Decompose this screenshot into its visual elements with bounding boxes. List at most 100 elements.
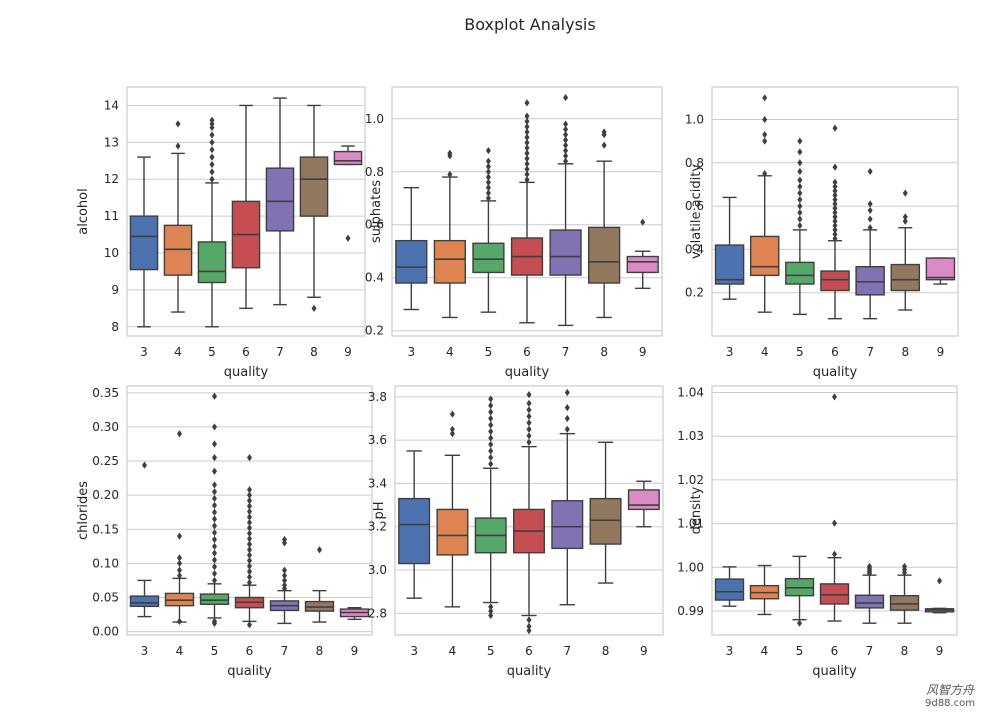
outlier-point	[209, 120, 215, 128]
box-body	[889, 594, 920, 611]
outlier-point	[526, 399, 532, 407]
outlier-point	[563, 125, 569, 133]
outlier-point	[524, 128, 530, 136]
outlier-point	[211, 508, 218, 516]
x-tick-label: 8	[901, 345, 909, 359]
x-tick-label: 9	[344, 345, 352, 359]
y-tick-label: 3.2	[368, 520, 387, 534]
outlier-point	[524, 154, 530, 163]
outlier-point	[762, 94, 768, 102]
outlier-point	[524, 176, 530, 184]
x-tick-label: 9	[937, 345, 945, 359]
outlier-point	[246, 513, 253, 521]
box-body	[714, 578, 745, 601]
outlier-point	[526, 438, 532, 446]
x-tick-label: 8	[901, 644, 909, 658]
y-tick-label: 0.8	[365, 165, 384, 179]
outlier-point	[832, 124, 838, 132]
box-body	[820, 270, 850, 292]
outlier-point	[281, 535, 288, 544]
outlier-point	[281, 566, 288, 574]
box-body	[749, 235, 780, 277]
outlier-point	[601, 128, 607, 136]
x-axis-label: quality	[505, 365, 550, 380]
outlier-point	[524, 165, 530, 173]
box-body	[714, 244, 745, 285]
y-tick-label: 1.03	[677, 429, 704, 443]
outlier-point	[176, 617, 183, 625]
outlier-point	[209, 153, 215, 161]
x-tick-label: 8	[316, 644, 324, 658]
y-tick-label: 0.10	[92, 556, 119, 570]
outlier-point	[832, 217, 838, 225]
outlier-point	[211, 440, 218, 448]
box-body	[819, 583, 850, 605]
outlier-point	[209, 168, 215, 176]
outlier-point	[246, 535, 253, 543]
x-tick-label: 6	[525, 644, 533, 658]
outlier-point	[246, 567, 253, 576]
subplot-chlorides: 0.00 0.05 0.10 0.15 0.20 0.25 0.30 0.35 3 4 5 6 7 8 9 q…	[76, 385, 373, 679]
outlier-point	[832, 191, 838, 199]
outlier-point	[246, 507, 253, 516]
outlier-point	[246, 621, 253, 629]
outlier-point	[176, 566, 183, 574]
outlier-point	[832, 230, 838, 238]
outlier-point	[485, 194, 491, 202]
outlier-point	[524, 99, 530, 107]
outlier-point	[488, 460, 494, 468]
x-tick-label: 4	[761, 345, 769, 359]
box-9	[925, 257, 956, 285]
y-tick-label: 13	[104, 135, 119, 149]
outlier-point	[832, 178, 838, 186]
box-7	[265, 97, 295, 306]
x-tick-label: 6	[523, 345, 531, 359]
box-7	[551, 388, 584, 606]
box-4	[749, 564, 780, 616]
outlier-point	[563, 120, 569, 128]
y-tick-label: 1.04	[677, 386, 704, 400]
outlier-point	[209, 131, 215, 139]
outlier-point	[832, 234, 838, 243]
outlier-point	[564, 404, 570, 412]
y-tick-label: 0.4	[685, 242, 704, 256]
outlier-point	[176, 554, 183, 562]
outlier-point	[832, 187, 838, 195]
outlier-point	[564, 414, 570, 423]
outlier-point	[246, 540, 253, 548]
y-tick-label: 0.4	[365, 271, 384, 285]
outlier-point	[246, 486, 253, 494]
box-body	[626, 255, 659, 274]
box-body	[395, 239, 428, 284]
box-8	[589, 441, 622, 584]
box-9	[626, 218, 659, 290]
box-7	[855, 167, 885, 320]
x-tick-label: 3	[410, 644, 418, 658]
outlier-point	[211, 529, 218, 537]
outlier-point	[524, 170, 530, 179]
x-tick-label: 6	[831, 644, 839, 658]
y-tick-label: 14	[104, 98, 119, 112]
subplot-density: 0.99 1.00 1.01 1.02 1.03 1.04 3 4 5 6 7 8 9 quality de…	[677, 385, 958, 679]
outlier-point	[211, 542, 218, 550]
y-tick-label: 1.0	[685, 112, 704, 126]
subplot-volatile: 0.2 0.4 0.6 0.8 1.0 3 4 5 6 7 8 9 quality volatile ac…	[685, 86, 959, 380]
outlier-point	[485, 173, 491, 181]
outlier-point	[246, 454, 253, 462]
box-body	[589, 497, 622, 545]
box-3	[129, 461, 160, 618]
outlier-point	[831, 393, 838, 401]
outlier-point	[488, 447, 494, 455]
box-6	[234, 454, 265, 629]
outlier-point	[563, 136, 569, 144]
outlier-point	[832, 183, 838, 191]
outlier-point	[601, 141, 607, 149]
outlier-point	[211, 494, 218, 503]
outlier-point	[175, 142, 181, 150]
outlier-point	[832, 208, 838, 217]
outlier-point	[311, 304, 317, 312]
outlier-point	[831, 519, 838, 527]
box-body	[433, 239, 466, 284]
x-tick-label: 7	[281, 644, 289, 658]
